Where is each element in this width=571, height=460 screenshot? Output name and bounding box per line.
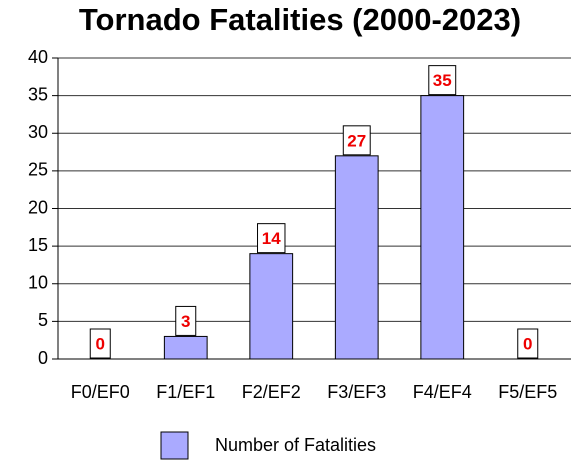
data-label-group: 0: [89, 328, 111, 359]
x-tick-label: F2/EF2: [242, 382, 301, 402]
bar: [163, 335, 208, 360]
x-tick-label: F3/EF3: [327, 382, 386, 402]
y-tick-label: 40: [28, 47, 48, 67]
data-label-box: [342, 125, 371, 156]
data-label-group: 0: [517, 328, 539, 359]
bar: [420, 95, 465, 360]
data-label: 0: [523, 334, 532, 353]
legend-label: Number of Fatalities: [215, 435, 376, 455]
data-label-group: 14: [257, 223, 286, 254]
y-tick-label: 15: [28, 235, 48, 255]
y-tick-label: 35: [28, 84, 48, 104]
data-label-box: [89, 328, 111, 359]
data-label: 35: [433, 71, 452, 90]
x-tick-label: F1/EF1: [156, 382, 215, 402]
bar: [249, 253, 294, 360]
data-label: 0: [96, 334, 105, 353]
data-label-group: 35: [428, 65, 457, 96]
data-label-box: [175, 305, 197, 336]
data-label: 27: [347, 131, 366, 150]
x-tick-label: F4/EF4: [413, 382, 472, 402]
data-label-box: [517, 328, 539, 359]
data-label: 3: [181, 312, 190, 331]
legend-swatch: [160, 431, 189, 460]
y-tick-label: 5: [38, 310, 48, 330]
data-label-box: [428, 65, 457, 96]
data-label-group: 27: [342, 125, 371, 156]
x-tick-label: F0/EF0: [71, 382, 130, 402]
data-label: 14: [262, 229, 281, 248]
data-label-box: [257, 223, 286, 254]
y-tick-label: 20: [28, 197, 48, 217]
y-tick-label: 30: [28, 122, 48, 142]
data-label-group: 3: [175, 305, 197, 336]
y-tick-label: 10: [28, 273, 48, 293]
x-tick-label: F5/EF5: [498, 382, 557, 402]
chart-title: Tornado Fatalities (2000-2023): [79, 2, 521, 37]
y-tick-label: 0: [38, 348, 48, 368]
bar: [334, 155, 379, 360]
y-tick-label: 25: [28, 160, 48, 180]
